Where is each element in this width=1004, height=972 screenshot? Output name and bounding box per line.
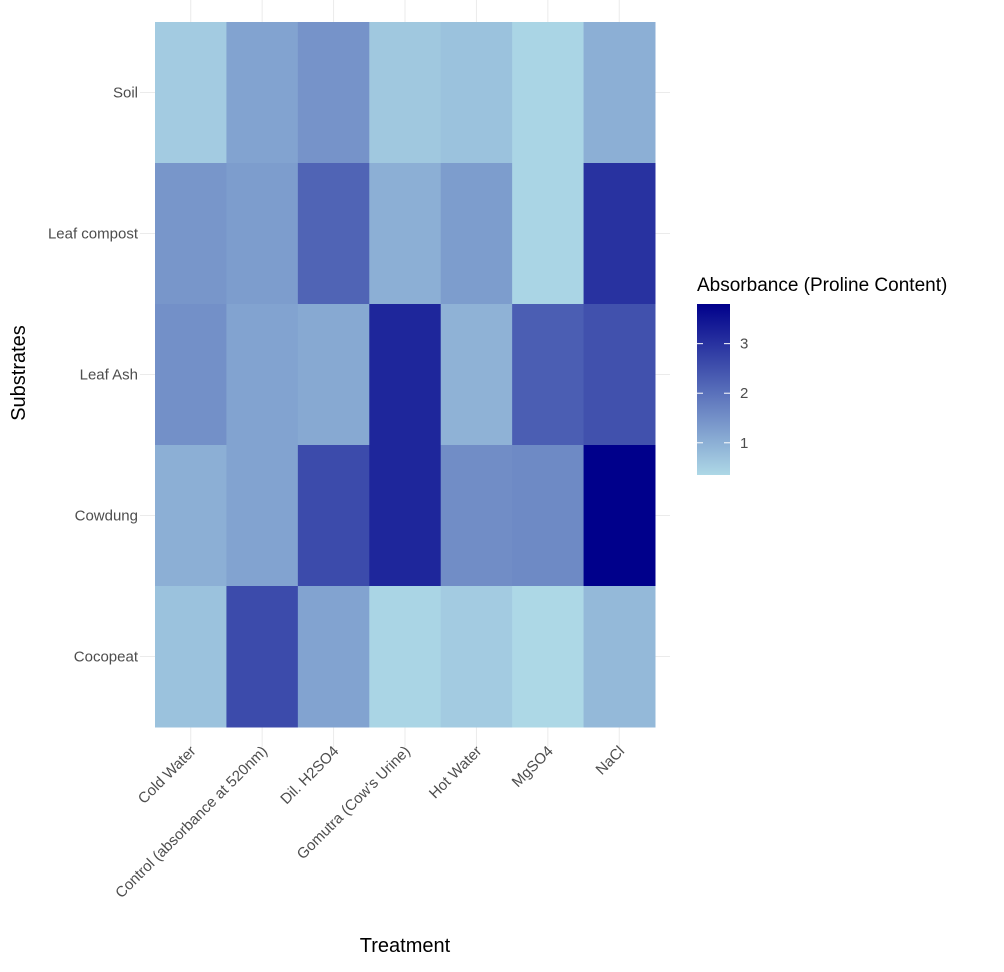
heatmap-cell <box>369 586 442 728</box>
heatmap-cell <box>512 22 585 164</box>
y-tick-label: Soil <box>113 85 138 102</box>
heatmap-cell <box>583 163 656 305</box>
heatmap-cell <box>155 22 227 164</box>
heatmap-cell <box>440 22 513 164</box>
y-axis-title: Substrates <box>8 325 30 421</box>
heatmap-cell <box>583 445 656 587</box>
x-tick-label: Cold Water <box>135 743 200 808</box>
heatmap-cell <box>297 304 370 446</box>
x-tick-label: NaCl <box>593 743 629 779</box>
x-axis-title: Treatment <box>360 935 451 957</box>
heatmap-cell <box>226 445 299 587</box>
x-tick-label: Dil. H2SO4 <box>277 743 342 808</box>
heatmap-cell <box>155 445 227 587</box>
heatmap-cell <box>512 163 585 305</box>
y-tick-label: Leaf Ash <box>80 367 138 384</box>
y-tick-label: Cowdung <box>75 508 138 525</box>
heatmap-cell <box>155 304 227 446</box>
heatmap-cell <box>369 445 442 587</box>
heatmap-cell <box>155 586 227 728</box>
x-tick-label: Hot Water <box>426 743 485 802</box>
heatmap-cell <box>369 22 442 164</box>
x-tick-label: Control (absorbance at 520nm) <box>112 743 271 902</box>
heatmap-cell <box>226 304 299 446</box>
heatmap-cell <box>226 22 299 164</box>
y-tick-label: Leaf compost <box>48 226 139 243</box>
heatmap-cell <box>512 304 585 446</box>
heatmap-cell <box>440 304 513 446</box>
heatmap-cell <box>297 586 370 728</box>
heatmap-cell <box>297 445 370 587</box>
legend-tick-label: 3 <box>740 336 748 353</box>
y-axis-ticks: Soil Leaf compost Leaf Ash Cowdung Cocopeat <box>48 85 139 666</box>
y-tick-label: Cocopeat <box>74 649 139 666</box>
heatmap-cell <box>583 586 656 728</box>
heatmap-cell <box>583 304 656 446</box>
legend-colorbar <box>697 304 730 475</box>
heatmap-cell <box>226 586 299 728</box>
heatmap-cell <box>512 586 585 728</box>
heatmap-cell <box>297 163 370 305</box>
legend: Absorbance (Proline Content) 1 2 3 <box>697 275 947 475</box>
heatmap-cell <box>155 163 227 305</box>
heatmap-cell <box>440 163 513 305</box>
heatmap-cells <box>155 22 656 728</box>
heatmap-cell <box>297 22 370 164</box>
heatmap-cell <box>226 163 299 305</box>
heatmap-cell <box>369 304 442 446</box>
legend-tick-label: 2 <box>740 385 748 402</box>
x-tick-label: MgSO4 <box>509 743 557 791</box>
legend-tick-label: 1 <box>740 435 748 452</box>
heatmap-cell <box>440 445 513 587</box>
heatmap-cell <box>369 163 442 305</box>
legend-title: Absorbance (Proline Content) <box>697 275 947 296</box>
legend-ticks: 1 2 3 <box>697 336 748 452</box>
heatmap-cell <box>512 445 585 587</box>
heatmap-cell <box>440 586 513 728</box>
heatmap-cell <box>583 22 656 164</box>
